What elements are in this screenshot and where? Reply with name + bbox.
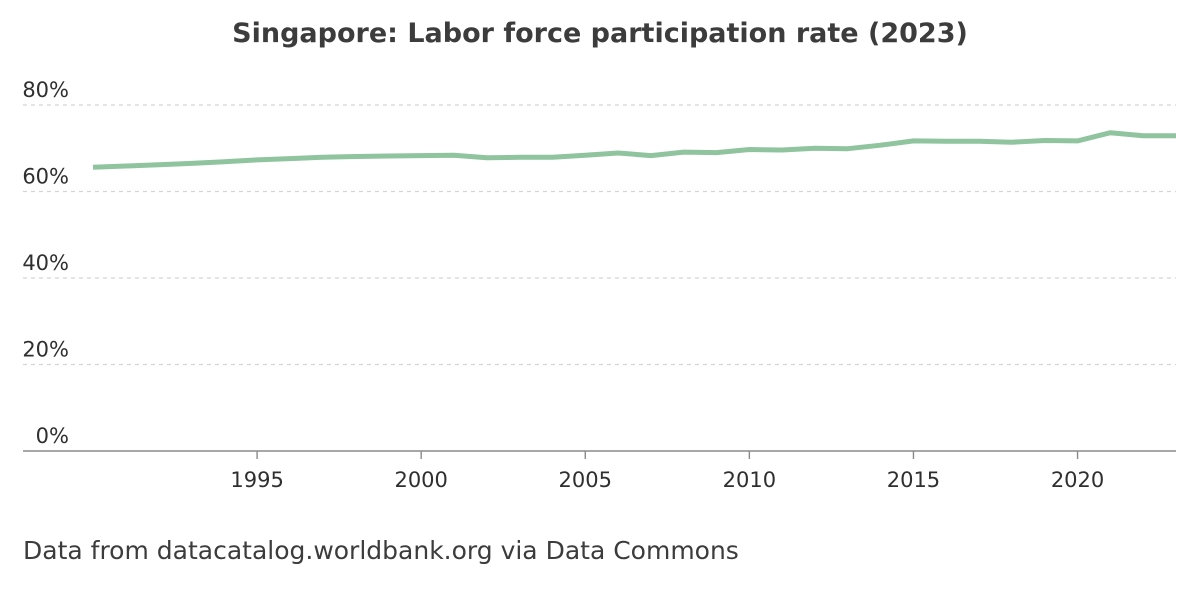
x-tick-label: 2020 [1051, 468, 1104, 492]
source-note: Data from datacatalog.worldbank.org via … [23, 536, 739, 565]
y-tick-label: 20% [22, 338, 69, 362]
series-line-0 [92, 130, 1176, 170]
x-tick-label: 2010 [723, 468, 776, 492]
y-tick-label: 60% [22, 165, 69, 189]
y-tick-label: 40% [22, 251, 69, 275]
x-tick-label: 2005 [559, 468, 612, 492]
y-tick-label: 80% [22, 78, 69, 102]
x-tick-label: 2015 [887, 468, 940, 492]
gridlines [23, 104, 1176, 366]
y-tick-label: 0% [36, 424, 69, 448]
x-tick-label: 1995 [230, 468, 283, 492]
x-axis-ticks: 1995 2000 2005 2010 2015 2020 [230, 451, 1104, 492]
y-axis-ticks: 0% 20% 40% 60% 80% [22, 78, 69, 448]
x-tick-label: 2000 [394, 468, 447, 492]
chart-title: Singapore: Labor force participation rat… [232, 18, 968, 49]
series-layer [92, 130, 1176, 170]
